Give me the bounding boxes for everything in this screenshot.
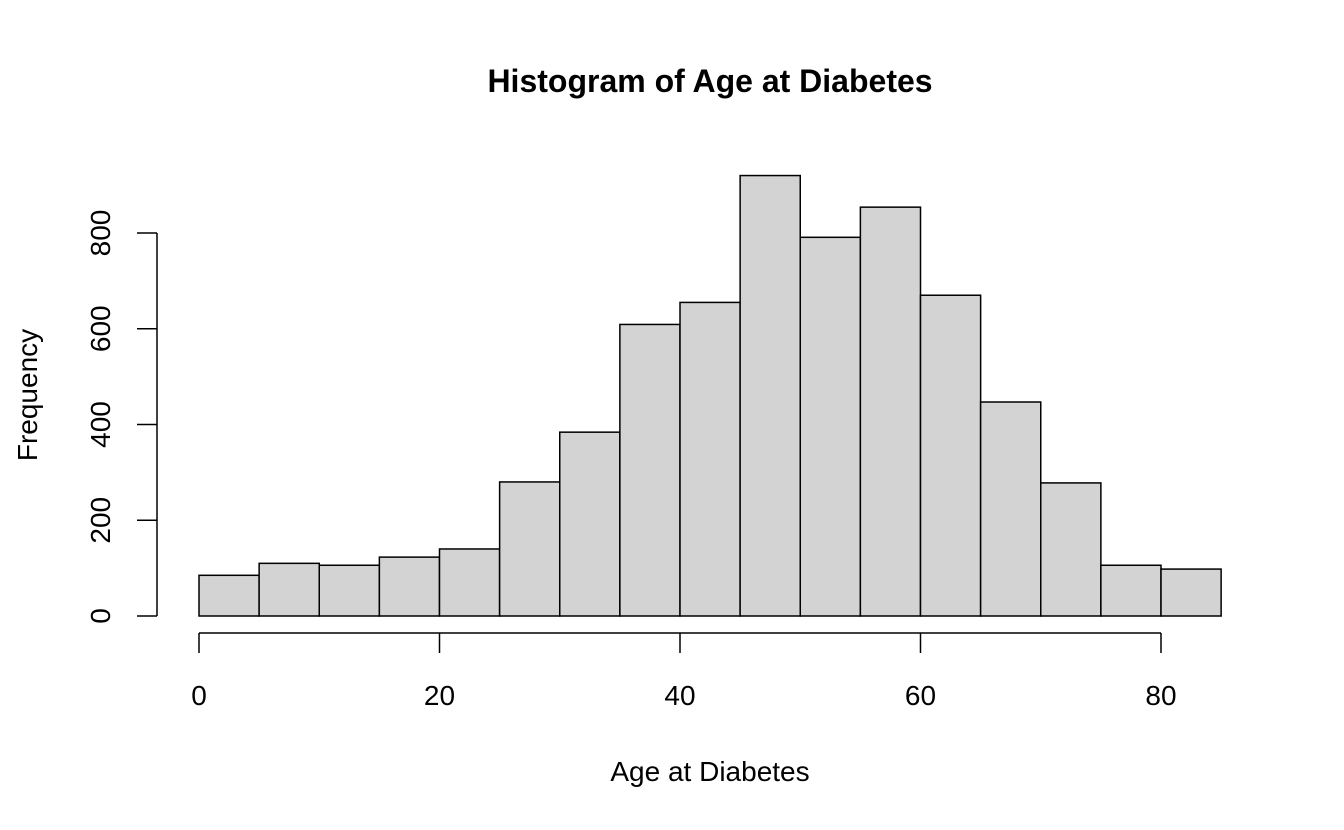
histogram-bar [438, 548, 501, 617]
bars [198, 174, 1222, 617]
x-tick-label: 80 [1145, 680, 1176, 711]
histogram-bar [1160, 568, 1222, 617]
x-tick-label: 20 [424, 680, 455, 711]
x-tick-label: 0 [191, 680, 207, 711]
y-axis-label: Frequency [12, 329, 43, 461]
x-axis: 0 20 40 60 80 [191, 632, 1177, 711]
histogram-bar [619, 323, 681, 617]
histogram-bar [258, 562, 320, 617]
histogram-bar [919, 294, 982, 617]
histogram-bar [739, 174, 801, 617]
histogram-bar [979, 401, 1042, 617]
histogram-bar [859, 206, 922, 617]
histogram-bar [559, 431, 621, 617]
histogram-bar [1040, 482, 1102, 617]
y-axis: 0 200 400 600 800 [85, 210, 158, 624]
y-tick-label: 800 [85, 210, 116, 257]
histogram-bar [1100, 564, 1162, 617]
histogram-bar [318, 564, 381, 617]
y-tick-label: 600 [85, 305, 116, 352]
x-axis-label: Age at Diabetes [610, 756, 809, 787]
histogram-bar [378, 556, 441, 617]
x-tick-label: 40 [664, 680, 695, 711]
y-tick-label: 400 [85, 401, 116, 448]
y-tick-label: 0 [85, 608, 116, 624]
histogram-bar [198, 574, 260, 617]
x-tick-label: 60 [905, 680, 936, 711]
histogram-bar [799, 236, 862, 617]
y-tick-label: 200 [85, 497, 116, 544]
histogram-bar [498, 481, 561, 617]
histogram-bar [679, 301, 741, 617]
chart-title: Histogram of Age at Diabetes [487, 63, 932, 99]
